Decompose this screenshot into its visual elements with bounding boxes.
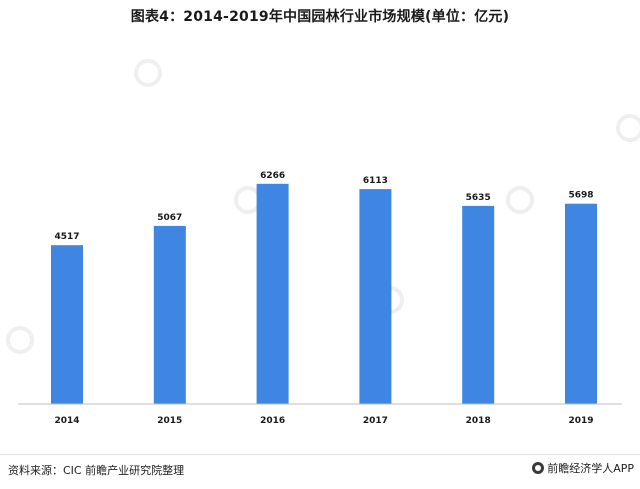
value-label-2016: 6266 bbox=[260, 171, 285, 181]
x-tick-label-2017: 2017 bbox=[363, 416, 388, 426]
bar-2016 bbox=[256, 183, 289, 404]
bar-2017 bbox=[359, 189, 392, 404]
chart-title: 图表4：2014-2019年中国园林行业市场规模(单位：亿元) bbox=[130, 9, 510, 25]
brand-label: 前瞻经济学人APP bbox=[532, 460, 634, 476]
tick-labels-layer: 2014 2015 2016 2017 2018 2019 bbox=[54, 416, 593, 426]
value-label-2015: 5067 bbox=[157, 213, 182, 223]
brand-name: 前瞻经济学人APP bbox=[547, 462, 634, 475]
bar-2015 bbox=[153, 225, 186, 404]
x-tick-label-2016: 2016 bbox=[260, 416, 285, 426]
footer: 资料来源：CIC 前瞻产业研究院整理 前瞻经济学人APP bbox=[0, 454, 640, 489]
brand-logo-icon bbox=[532, 462, 545, 474]
value-label-2019: 5698 bbox=[568, 191, 593, 201]
x-tick-label-2014: 2014 bbox=[54, 416, 79, 426]
value-label-2014: 4517 bbox=[54, 232, 79, 242]
watermark-logo-icon bbox=[6, 59, 640, 354]
bar-2019 bbox=[565, 203, 597, 404]
bar-2018 bbox=[462, 205, 495, 404]
value-label-2018: 5635 bbox=[466, 193, 491, 203]
x-tick-label-2015: 2015 bbox=[157, 416, 182, 426]
source-note: 资料来源：CIC 前瞻产业研究院整理 bbox=[8, 464, 185, 477]
watermark-layer bbox=[6, 59, 640, 354]
value-label-2017: 6113 bbox=[363, 176, 388, 186]
value-labels-layer: 4517 5067 6266 6113 5635 5698 bbox=[54, 171, 593, 242]
bar-2014 bbox=[51, 245, 83, 404]
x-tick-label-2018: 2018 bbox=[466, 416, 491, 426]
x-tick-label-2019: 2019 bbox=[568, 416, 593, 426]
bars-layer bbox=[51, 183, 597, 404]
